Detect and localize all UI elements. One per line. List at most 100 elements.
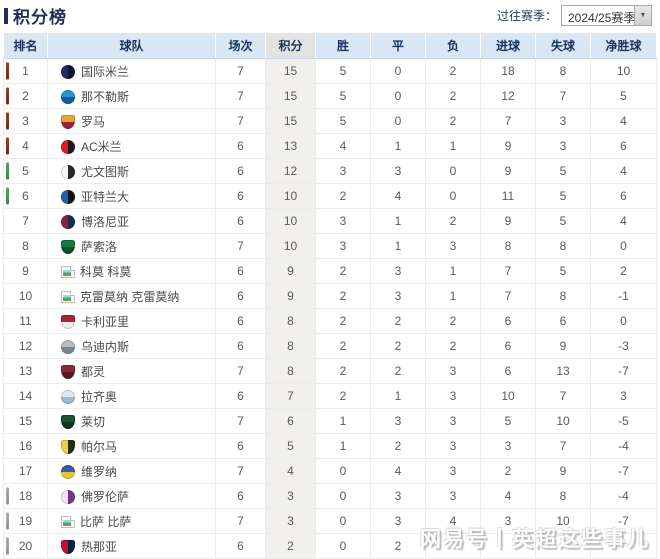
- table-row: 6 亚特兰大 6 10 2 4 0 11 5 6: [3, 183, 657, 209]
- stat-cell-胜: 2: [315, 308, 371, 334]
- stat-cell-净胜球: 4: [590, 208, 657, 234]
- stat-cell-失球: 9: [535, 458, 591, 484]
- team-name: AC米兰: [81, 139, 122, 154]
- stat-cell-胜: 3: [315, 208, 371, 234]
- stat-cell-负: 1: [425, 133, 481, 159]
- column-header-10: 净胜球: [590, 32, 657, 59]
- stat-cell-失球: 8: [535, 283, 591, 309]
- stat-cell-失球: 8: [535, 58, 591, 84]
- rank-number: 14: [18, 389, 33, 403]
- standings-table: 排名 球队 场次 积分胜平负进球 失球 净胜球 1 国际米兰 7 15 5 0 2 18 8 10 2 那不勒斯…: [3, 32, 657, 559]
- stat-cell-失球: 9: [535, 333, 591, 359]
- stat-cell-平: 3: [370, 483, 426, 509]
- season-select[interactable]: 2024/25赛季 ▼: [561, 5, 652, 26]
- rank-cell: 16: [3, 433, 48, 459]
- stat-cell-平: 3: [370, 158, 426, 184]
- stat-cell-负: 3: [425, 383, 481, 409]
- stat-cell-失球: 7: [535, 383, 591, 409]
- team-badge-icon: [61, 164, 75, 179]
- rank-cell: 10: [3, 283, 48, 309]
- rank-cell: 18: [3, 483, 48, 509]
- stat-cell-净胜球: 4: [590, 158, 657, 184]
- broken-image-icon: [61, 515, 75, 528]
- stat-cell-平: 3: [370, 408, 426, 434]
- rank-number: 2: [22, 89, 29, 103]
- team-name: 乌迪内斯: [81, 339, 130, 354]
- stat-cell-净胜球: -3: [590, 333, 657, 359]
- stat-cell-平: 4: [370, 458, 426, 484]
- standings-table-body: 1 国际米兰 7 15 5 0 2 18 8 10 2 那不勒斯 7 15 5 0 2 12 7 5 3 罗马 7 15 5 0 2…: [3, 58, 657, 559]
- rank-cell: 4: [3, 133, 48, 159]
- team-name: 都灵: [81, 364, 106, 379]
- stat-cell-平: 0: [370, 108, 426, 134]
- page-header: 积分榜 过往赛季： 2024/25赛季 ▼: [0, 0, 660, 31]
- stat-cell-负: 0: [425, 158, 481, 184]
- dropdown-arrow-button[interactable]: ▼: [634, 6, 651, 25]
- table-row: 4 AC米兰 6 13 4 1 1 9 3 6: [3, 133, 657, 159]
- standings-table-head: 排名 球队 场次 积分胜平负进球 失球 净胜球: [3, 32, 657, 59]
- stat-cell-平: 1: [370, 383, 426, 409]
- column-header-5: 胜: [315, 32, 371, 59]
- stat-cell-净胜球: 4: [590, 108, 657, 134]
- stat-cell-胜: 2: [315, 333, 371, 359]
- table-row: 17 维罗纳 7 4 0 4 3 2 9 -7: [3, 458, 657, 484]
- rank-number: 17: [18, 464, 33, 478]
- table-row: 3 罗马 7 15 5 0 2 7 3 4: [3, 108, 657, 134]
- stat-cell-失球: 10: [535, 408, 591, 434]
- stat-cell-进球: 3: [480, 433, 536, 459]
- stat-cell-负: 3: [425, 233, 481, 259]
- team-cell: 萨索洛: [47, 233, 216, 259]
- stat-cell-负: 1: [425, 283, 481, 309]
- stat-cell-积分: 8: [265, 358, 316, 384]
- stat-cell-场次: 6: [215, 383, 266, 409]
- stat-cell-进球: 18: [480, 58, 536, 84]
- team-cell: 那不勒斯: [47, 83, 216, 109]
- table-row: 12 乌迪内斯 6 8 2 2 2 6 9 -3: [3, 333, 657, 359]
- rank-number: 12: [18, 339, 33, 353]
- stat-cell-场次: 7: [215, 508, 266, 534]
- stat-cell-场次: 6: [215, 308, 266, 334]
- stat-cell-场次: 6: [215, 183, 266, 209]
- stat-cell-进球: 9: [480, 133, 536, 159]
- team-cell: 维罗纳: [47, 458, 216, 484]
- stat-cell-积分: 15: [265, 83, 316, 109]
- table-row: 7 博洛尼亚 6 10 3 1 2 9 5 4: [3, 208, 657, 234]
- stat-cell-场次: 6: [215, 258, 266, 284]
- stat-cell-胜: 0: [315, 533, 371, 559]
- team-badge-icon: [61, 364, 75, 379]
- rank-cell: 7: [3, 208, 48, 234]
- team-name: 莱切: [81, 414, 106, 429]
- team-name: 克雷莫纳 克雷莫纳: [80, 289, 180, 304]
- stat-cell-净胜球: 6: [590, 183, 657, 209]
- team-cell: 热那亚: [47, 533, 216, 559]
- stat-cell-积分: 2: [265, 533, 316, 559]
- stat-cell-胜: 1: [315, 433, 371, 459]
- rank-cell: 15: [3, 408, 48, 434]
- rank-number: 13: [18, 364, 33, 378]
- stat-cell-胜: 2: [315, 283, 371, 309]
- stat-cell-净胜球: 0: [590, 308, 657, 334]
- column-header-6: 平: [370, 32, 426, 59]
- stat-cell-进球: 4: [480, 483, 536, 509]
- stat-cell-负: 2: [425, 58, 481, 84]
- qualification-bar-el: [6, 187, 9, 205]
- stat-cell-平: 2: [370, 533, 426, 559]
- stat-cell-净胜球: -1: [590, 283, 657, 309]
- column-header-8: 进球: [480, 32, 536, 59]
- stat-cell-胜: 2: [315, 358, 371, 384]
- stat-cell-胜: 5: [315, 58, 371, 84]
- stat-cell-进球: 7: [480, 283, 536, 309]
- stat-cell-平: 2: [370, 358, 426, 384]
- rank-cell: 9: [3, 258, 48, 284]
- team-cell: 佛罗伦萨: [47, 483, 216, 509]
- table-row: 16 帕尔马 6 5 1 2 3 3 7 -4: [3, 433, 657, 459]
- column-header-4: 积分: [265, 32, 316, 59]
- stat-cell-负: 3: [425, 433, 481, 459]
- stat-cell-平: 1: [370, 233, 426, 259]
- team-name: 那不勒斯: [81, 89, 130, 104]
- stat-cell-进球: 3: [480, 508, 536, 534]
- rank-cell: 8: [3, 233, 48, 259]
- title-accent-bar: [4, 7, 8, 24]
- column-header-2: 球队: [47, 32, 216, 59]
- team-cell: 博洛尼亚: [47, 208, 216, 234]
